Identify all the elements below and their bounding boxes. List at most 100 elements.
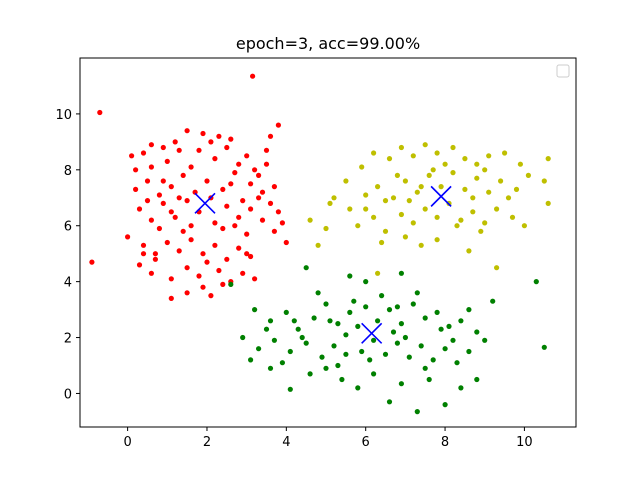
data-point <box>466 348 472 355</box>
data-point <box>434 150 440 156</box>
data-point <box>402 178 408 184</box>
data-point <box>315 242 321 248</box>
data-point <box>160 200 166 206</box>
data-point <box>351 298 357 304</box>
data-point <box>402 234 408 240</box>
data-point <box>136 262 143 268</box>
data-point <box>545 156 551 162</box>
data-point <box>168 276 174 282</box>
data-point <box>148 142 154 148</box>
data-point <box>394 172 400 178</box>
data-point <box>474 329 480 335</box>
data-point <box>382 351 389 357</box>
data-point <box>271 337 277 343</box>
legend-box <box>556 64 570 78</box>
data-point <box>180 172 186 178</box>
data-point <box>466 307 472 313</box>
data-point <box>331 343 337 349</box>
centroids-layer <box>194 185 452 344</box>
data-point <box>386 156 393 162</box>
data-point <box>371 337 377 343</box>
data-point <box>505 195 512 201</box>
data-point <box>363 279 369 285</box>
data-point <box>347 206 353 212</box>
data-point <box>422 365 428 371</box>
data-point <box>470 209 476 215</box>
data-point <box>279 220 285 226</box>
data-point <box>240 334 246 341</box>
data-point <box>347 309 353 315</box>
data-point <box>466 248 472 254</box>
data-point <box>482 220 488 226</box>
data-point <box>418 242 424 248</box>
data-point <box>263 326 270 332</box>
data-point <box>541 344 547 350</box>
data-point <box>200 130 206 137</box>
data-point <box>434 309 440 315</box>
data-point <box>398 144 404 151</box>
data-point <box>295 326 301 332</box>
data-point <box>339 376 345 383</box>
data-point <box>486 153 492 159</box>
data-point <box>521 223 528 229</box>
x-axis-ticks: 0 2 4 6 8 10 <box>123 427 533 450</box>
data-point <box>446 323 452 329</box>
data-point <box>176 147 182 153</box>
data-point <box>176 195 182 201</box>
data-point <box>406 198 412 204</box>
data-point <box>279 360 285 366</box>
data-point <box>470 195 476 201</box>
data-point <box>148 270 154 276</box>
data-point <box>442 161 448 167</box>
data-point <box>291 318 297 324</box>
data-point <box>343 332 349 338</box>
data-point <box>256 195 262 201</box>
data-point <box>434 214 440 220</box>
data-point <box>275 122 281 128</box>
data-point <box>252 276 258 282</box>
data-point <box>140 242 147 248</box>
data-point <box>212 156 218 162</box>
data-point <box>220 186 226 192</box>
data-point <box>228 181 234 187</box>
data-point <box>375 318 381 324</box>
data-point <box>375 270 381 276</box>
data-point <box>220 225 226 232</box>
data-point <box>271 184 277 190</box>
data-point <box>208 293 214 299</box>
data-point <box>212 242 218 248</box>
data-point <box>462 186 468 192</box>
data-point <box>509 214 516 220</box>
data-point <box>533 279 539 285</box>
data-point <box>363 304 369 310</box>
x-tick-label: 10 <box>516 435 533 450</box>
data-point <box>263 147 270 153</box>
data-point <box>498 178 504 184</box>
y-tick-label: 4 <box>64 276 72 291</box>
y-tick-label: 2 <box>64 332 72 347</box>
plot-area-frame <box>79 57 577 428</box>
data-point <box>172 139 178 145</box>
data-point <box>331 195 337 201</box>
data-point <box>474 376 480 383</box>
data-point <box>148 217 154 223</box>
points-layer <box>89 73 551 415</box>
data-point <box>525 172 532 178</box>
data-point <box>386 399 393 405</box>
data-point <box>414 189 420 195</box>
data-point <box>422 142 428 148</box>
data-point <box>248 206 254 212</box>
x-tick-label: 4 <box>282 435 290 450</box>
data-point <box>140 150 147 156</box>
data-point <box>200 284 206 290</box>
data-point <box>267 365 274 371</box>
centroid-marker <box>430 185 452 207</box>
data-point <box>240 198 246 204</box>
data-point <box>438 326 444 332</box>
data-point <box>184 290 190 296</box>
data-point <box>418 184 424 190</box>
data-point <box>148 164 154 170</box>
y-tick-label: 6 <box>64 220 72 235</box>
data-point <box>250 73 256 79</box>
data-point <box>474 161 480 167</box>
